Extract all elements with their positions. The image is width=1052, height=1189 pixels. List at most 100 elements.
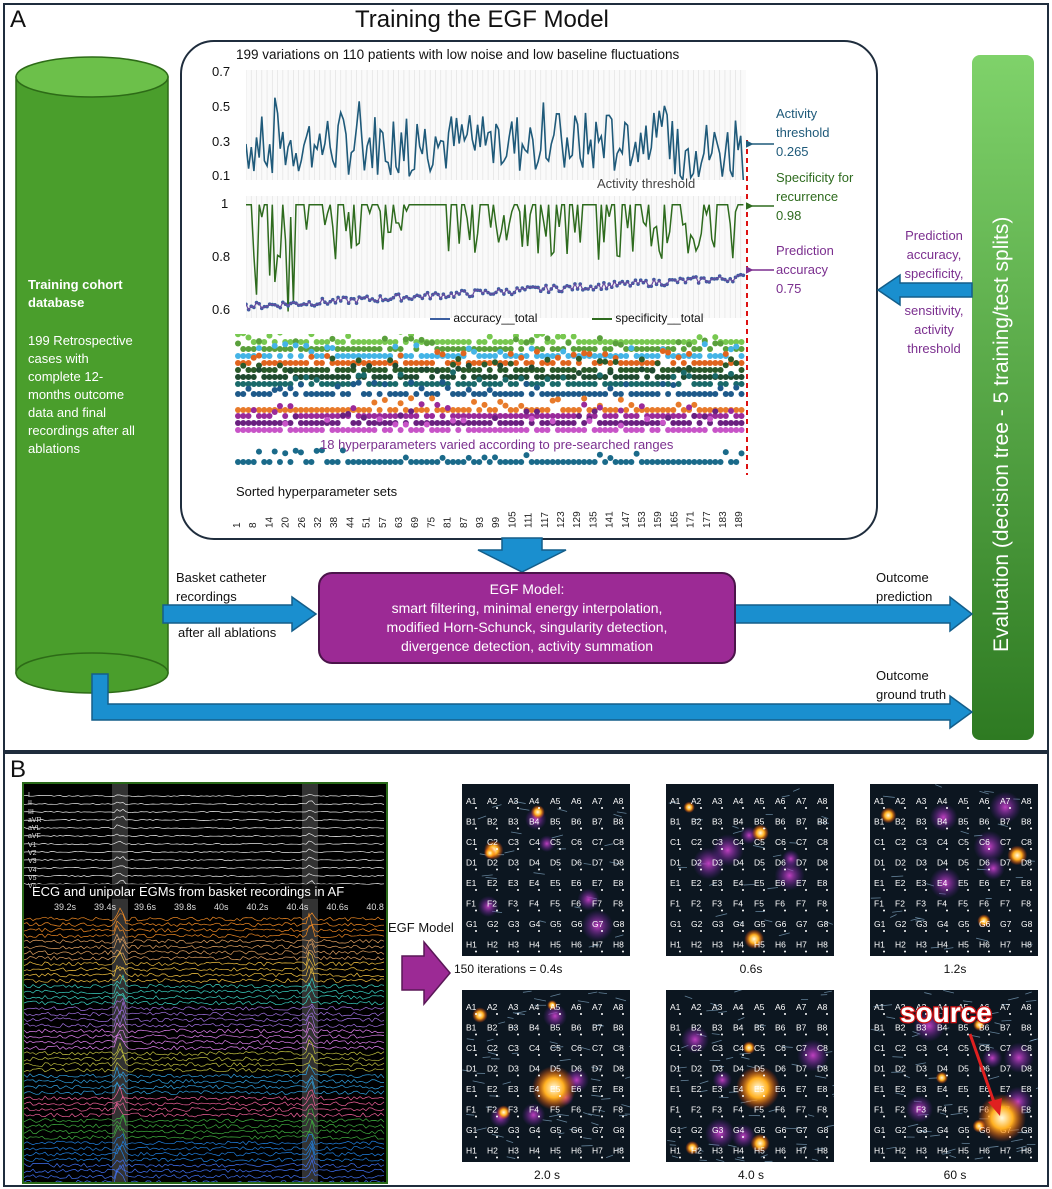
accuracy-annotation: Prediction accuracy 0.75 [776, 241, 834, 298]
hyperparameter-dot [539, 346, 546, 352]
hyperparameter-dot [633, 360, 640, 366]
flow-streak [557, 1132, 565, 1135]
hyperparameter-dot [670, 413, 677, 419]
hyperparameter-dot [450, 369, 457, 376]
hyperparameter-dot [607, 413, 614, 419]
trace [24, 1093, 385, 1107]
hyperparameter-dot [586, 374, 593, 380]
hyperparameter-dot [387, 381, 394, 387]
electrode-dot [601, 807, 603, 809]
hyperparameter-dot [591, 381, 598, 387]
hyperparameter-dot [602, 413, 609, 419]
flow-streak [534, 998, 547, 1002]
hyperparameter-dot [471, 348, 478, 355]
annot-line: Specificity for [776, 170, 854, 185]
electrode-label: A1 [466, 796, 477, 806]
electrode-dot [1030, 1013, 1032, 1015]
hyperparameter-dot [402, 421, 409, 428]
electrode-label: F6 [775, 1105, 785, 1115]
hyperparameter-dot [297, 420, 304, 426]
hyperparameter-dot [240, 391, 247, 397]
hyperparameter-dot [665, 381, 672, 387]
electrode-label: C3 [508, 1043, 519, 1053]
hyperparameter-dot [476, 339, 483, 345]
electrode-dot [496, 1136, 498, 1138]
electrode-dot [805, 848, 807, 850]
electrode-label: D8 [817, 1064, 828, 1074]
flow-streak [710, 1002, 719, 1007]
electrode-label: B1 [874, 817, 885, 827]
electrode-dot [538, 1033, 540, 1036]
hyperparameter-dot [408, 395, 415, 402]
electrode-dot [601, 1095, 603, 1097]
electrode-label: H8 [817, 940, 828, 950]
hyperparameter-dot [633, 346, 640, 352]
electrode-label: A8 [613, 1002, 624, 1012]
hyperparameter-dot [255, 381, 262, 387]
electrode-dot [517, 1074, 519, 1077]
hyperparameter-dot [581, 367, 588, 373]
activity-hotspot [1007, 845, 1028, 866]
xtick-label: 141 [605, 511, 616, 528]
hyperparameter-dot [261, 413, 268, 419]
electrode-label: A1 [670, 1002, 681, 1012]
hyperparameter-dot [345, 334, 352, 340]
electrode-dot [1009, 848, 1011, 850]
electrode-label: H4 [733, 1146, 744, 1156]
flow-streak [1025, 991, 1032, 995]
electrode-label: G6 [775, 1125, 787, 1135]
electrode-label: C5 [754, 1043, 765, 1053]
hyperparameter-dot [450, 407, 457, 413]
flow-streak [962, 1000, 973, 1003]
electrode-label: G4 [529, 1125, 541, 1135]
hyperparameter-dot [596, 420, 603, 426]
electrode-dot [946, 1115, 948, 1118]
electrode-dot [967, 807, 969, 809]
electrode-dot [925, 807, 927, 809]
hyperparameter-dot [612, 407, 619, 413]
electrode-dot [679, 827, 681, 830]
activity-blob [681, 1025, 710, 1054]
hyperparameter-dot [429, 420, 436, 426]
hyperparameter-dot [696, 459, 703, 465]
electrode-dot [601, 848, 603, 850]
electrode-dot [538, 950, 540, 953]
lead-label: V1 [28, 841, 37, 849]
electrode-dot [763, 889, 765, 891]
activity-blob [692, 847, 725, 880]
cylinder-body-line: months outcome [28, 387, 125, 402]
flow-streak [519, 808, 530, 811]
electrode-label: G3 [712, 1125, 724, 1135]
hyperparameter-dot [255, 448, 262, 455]
electrode-label: G4 [937, 1125, 949, 1135]
hyperparameter-dot [360, 427, 367, 433]
hyperparameter-dot [313, 447, 320, 454]
basket-line: recordings [176, 589, 237, 604]
trace [24, 800, 385, 805]
hyperparameter-dot [497, 398, 504, 405]
hyperparameter-dot [649, 360, 656, 366]
electrode-dot [580, 1115, 582, 1118]
hyperparameter-dot [644, 459, 651, 465]
mid-ytick: 0.6 [212, 302, 231, 317]
hyperparameter-dot [728, 427, 735, 433]
electrode-label: E6 [775, 1084, 786, 1094]
hyperparameter-dot [271, 420, 278, 426]
hyperparameter-dot [691, 374, 698, 380]
electrode-dot [700, 1054, 702, 1056]
electrode-label: D4 [529, 858, 540, 868]
hyperparameter-dot [607, 385, 614, 392]
hyperparameter-dot [434, 459, 441, 465]
hyperparameter-dot [523, 367, 530, 373]
flow-streak [614, 1147, 624, 1152]
electrode-dot [805, 1136, 807, 1138]
hyperparameter-dot [429, 427, 436, 433]
electrode-label: F2 [895, 899, 905, 909]
electrode-dot [622, 1136, 624, 1138]
electrode-dot [721, 889, 723, 891]
trace [24, 833, 385, 837]
hyperparameter-dot [392, 367, 399, 373]
electrode-label: G8 [1021, 1125, 1033, 1135]
hyperparameter-dot [507, 360, 514, 367]
electrode-dot [763, 909, 765, 912]
